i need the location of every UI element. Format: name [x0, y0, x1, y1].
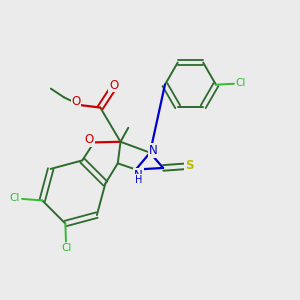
Text: H: H	[135, 175, 142, 185]
Text: O: O	[71, 95, 81, 109]
Text: Cl: Cl	[236, 78, 246, 88]
Text: Cl: Cl	[10, 193, 20, 203]
Text: S: S	[185, 159, 194, 172]
Text: O: O	[109, 79, 118, 92]
Text: O: O	[85, 133, 94, 146]
Text: N: N	[149, 144, 158, 157]
Text: N: N	[134, 169, 143, 182]
Text: Cl: Cl	[61, 243, 72, 254]
